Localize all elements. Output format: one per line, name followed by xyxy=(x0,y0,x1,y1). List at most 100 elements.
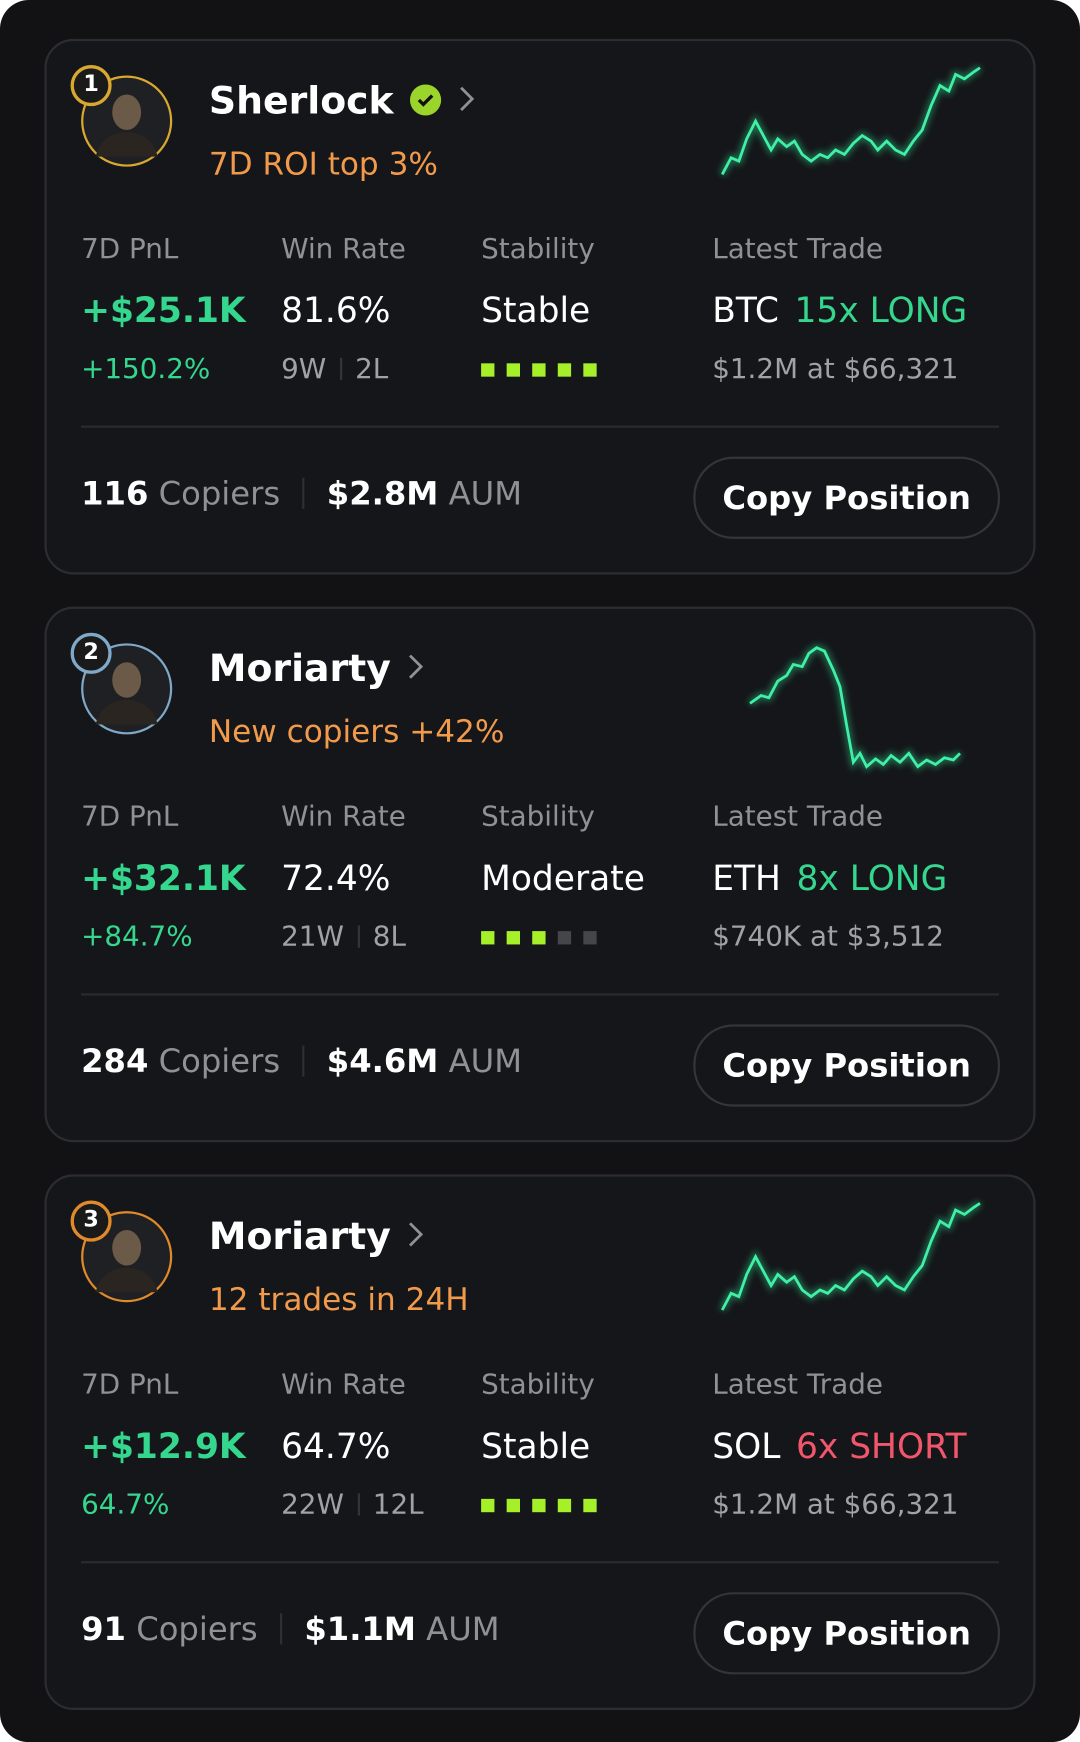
stability-square xyxy=(583,363,597,377)
copiers-group: 91 Copiers xyxy=(81,1610,258,1648)
separator xyxy=(339,357,342,380)
stability-square xyxy=(506,363,520,377)
pnl-label: 7D PnL xyxy=(81,799,179,833)
win-label: Win Rate xyxy=(281,1367,406,1400)
trader-name: Sherlock xyxy=(209,79,476,123)
trader-name: Moriarty xyxy=(209,647,424,691)
trader-card: 3 Moriarty 12 trades in 24H 7D PnL +$12.9K 6… xyxy=(44,1174,1036,1710)
highlight: 12 trades in 24H xyxy=(208,1281,469,1318)
copiers-label: Copiers xyxy=(158,474,281,513)
separator xyxy=(279,1613,283,1645)
asset: BTC xyxy=(712,291,779,332)
copy-button[interactable]: Copy Position xyxy=(693,1024,1000,1107)
stability: Stable xyxy=(481,1426,591,1467)
highlight: 7D ROI top 3% xyxy=(208,145,438,183)
aum-label: AUM xyxy=(426,1609,500,1648)
pnl: +$12.9K xyxy=(81,1426,246,1467)
rank-number: 2 xyxy=(83,637,99,665)
trader-card: 1 Sherlock 7D ROI top 3% 7D PnL +$25.1K +150… xyxy=(44,38,1036,575)
aum-label: AUM xyxy=(448,474,523,513)
pnl: +$32.1K xyxy=(81,858,246,899)
stability-label: Stability xyxy=(481,1367,595,1400)
roi: +84.7% xyxy=(81,919,193,953)
stability-square xyxy=(481,931,495,945)
copy-button[interactable]: Copy Position xyxy=(693,1592,1000,1675)
stability-square xyxy=(532,1498,546,1513)
copiers: 116 xyxy=(81,474,149,513)
win-loss: 21W 8L xyxy=(281,920,406,952)
footer-stats: 91 Copiers $1.1M AUM xyxy=(81,1610,500,1648)
roi: 64.7% xyxy=(81,1487,170,1520)
name-icons[interactable] xyxy=(406,1214,424,1258)
position: 8x LONG xyxy=(796,858,948,899)
trader-name: Moriarty xyxy=(209,1214,424,1259)
stability-square xyxy=(506,1498,520,1513)
win-label: Win Rate xyxy=(281,799,406,833)
aum-group: $4.6M AUM xyxy=(327,1042,522,1080)
latest-trade: SOL 6x SHORT xyxy=(712,1427,966,1467)
separator xyxy=(357,1492,360,1515)
win-rate: 72.4% xyxy=(281,858,391,899)
aum: $1.1M xyxy=(304,1609,416,1648)
avatar xyxy=(70,1200,173,1303)
trade-detail: $1.2M at $66,321 xyxy=(712,352,959,385)
stability-label: Stability xyxy=(481,799,595,833)
stability-square xyxy=(557,1498,572,1513)
avatar xyxy=(70,632,173,735)
stability: Moderate xyxy=(481,858,645,899)
copy-button[interactable]: Copy Position xyxy=(693,456,1000,539)
sparkline xyxy=(719,65,982,177)
stability-square xyxy=(481,363,495,377)
stability-square xyxy=(557,931,572,945)
aum-group: $2.8M AUM xyxy=(327,474,522,512)
stability-square xyxy=(481,1498,495,1513)
copiers-group: 116 Copiers xyxy=(81,474,280,512)
divider xyxy=(81,1561,999,1564)
stability-square xyxy=(583,931,597,945)
asset: SOL xyxy=(712,1426,781,1467)
position: 15x LONG xyxy=(794,291,968,332)
position: 6x SHORT xyxy=(795,1426,967,1467)
verified-badge xyxy=(410,84,442,116)
trade-label: Latest Trade xyxy=(712,799,883,833)
wins: 9W xyxy=(281,352,327,385)
rank-number: 3 xyxy=(83,1205,99,1233)
latest-trade: ETH 8x LONG xyxy=(712,859,947,899)
stability-square xyxy=(532,363,546,377)
roi: +150.2% xyxy=(81,352,211,385)
aum-label: AUM xyxy=(448,1042,523,1080)
trade-label: Latest Trade xyxy=(712,1367,883,1400)
stability-square xyxy=(532,931,546,945)
wins: 21W xyxy=(281,919,344,953)
footer-stats: 116 Copiers $2.8M AUM xyxy=(81,474,522,512)
stability-square xyxy=(506,931,520,945)
win-label: Win Rate xyxy=(281,232,406,265)
separator xyxy=(302,477,305,509)
chevron xyxy=(460,86,475,111)
avatar xyxy=(70,64,173,167)
wins: 22W xyxy=(281,1487,344,1520)
win-rate: 64.7% xyxy=(281,1426,391,1467)
divider xyxy=(81,425,999,428)
aum-group: $1.1M AUM xyxy=(304,1610,499,1648)
trade-detail: $740K at $3,512 xyxy=(712,919,944,953)
rank-number: 1 xyxy=(83,69,99,97)
highlight: New copiers +42% xyxy=(208,713,505,750)
copiers-label: Copiers xyxy=(136,1609,258,1648)
win-loss: 9W 2L xyxy=(281,352,388,384)
stability-square xyxy=(583,1498,597,1513)
stability-label: Stability xyxy=(481,232,595,265)
name-icons[interactable] xyxy=(409,79,476,123)
losses: 12L xyxy=(372,1487,424,1520)
chevron xyxy=(408,1222,423,1247)
aum: $4.6M xyxy=(326,1042,439,1080)
separator xyxy=(357,924,360,948)
pnl: +$25.1K xyxy=(81,291,246,332)
separator xyxy=(302,1045,305,1077)
sparkline xyxy=(719,1200,982,1312)
copiers: 91 xyxy=(81,1609,126,1648)
trade-detail: $1.2M at $66,321 xyxy=(712,1487,959,1520)
copiers: 284 xyxy=(81,1042,149,1080)
name-icons[interactable] xyxy=(406,647,424,691)
